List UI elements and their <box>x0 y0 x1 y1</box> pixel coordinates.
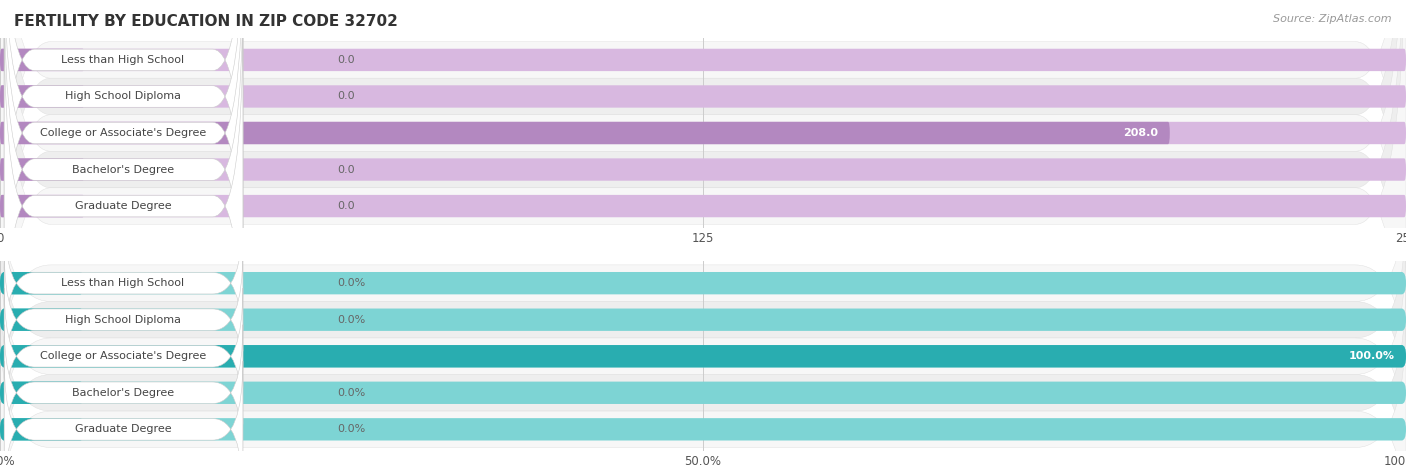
FancyBboxPatch shape <box>0 272 84 294</box>
FancyBboxPatch shape <box>0 418 1406 440</box>
Text: Less than High School: Less than High School <box>62 55 184 65</box>
FancyBboxPatch shape <box>4 215 243 352</box>
Text: 0.0: 0.0 <box>337 92 356 102</box>
FancyBboxPatch shape <box>4 0 243 283</box>
FancyBboxPatch shape <box>0 158 84 180</box>
FancyBboxPatch shape <box>0 243 1406 469</box>
Text: 0.0: 0.0 <box>337 201 356 211</box>
FancyBboxPatch shape <box>0 381 1406 404</box>
FancyBboxPatch shape <box>0 345 1406 368</box>
FancyBboxPatch shape <box>4 252 243 388</box>
FancyBboxPatch shape <box>0 122 1170 144</box>
FancyBboxPatch shape <box>0 272 1406 294</box>
FancyBboxPatch shape <box>0 309 1406 331</box>
FancyBboxPatch shape <box>4 0 243 356</box>
FancyBboxPatch shape <box>4 361 243 475</box>
FancyBboxPatch shape <box>0 86 84 108</box>
Text: Graduate Degree: Graduate Degree <box>75 424 172 434</box>
FancyBboxPatch shape <box>0 195 1406 217</box>
FancyBboxPatch shape <box>4 19 243 393</box>
FancyBboxPatch shape <box>0 381 84 404</box>
Text: 0.0%: 0.0% <box>337 424 366 434</box>
FancyBboxPatch shape <box>0 309 84 331</box>
FancyBboxPatch shape <box>0 158 1406 180</box>
FancyBboxPatch shape <box>0 345 1406 368</box>
FancyBboxPatch shape <box>0 207 1406 433</box>
Text: High School Diploma: High School Diploma <box>65 315 181 325</box>
FancyBboxPatch shape <box>0 195 84 217</box>
Text: College or Associate's Degree: College or Associate's Degree <box>39 128 207 138</box>
Text: 208.0: 208.0 <box>1123 128 1159 138</box>
Text: 100.0%: 100.0% <box>1348 351 1395 361</box>
FancyBboxPatch shape <box>0 49 84 71</box>
FancyBboxPatch shape <box>0 279 1406 475</box>
Text: Graduate Degree: Graduate Degree <box>75 201 172 211</box>
Text: Source: ZipAtlas.com: Source: ZipAtlas.com <box>1274 14 1392 24</box>
FancyBboxPatch shape <box>0 170 1406 397</box>
Text: Bachelor's Degree: Bachelor's Degree <box>72 388 174 398</box>
Text: Less than High School: Less than High School <box>62 278 184 288</box>
FancyBboxPatch shape <box>4 324 243 461</box>
FancyBboxPatch shape <box>4 0 243 320</box>
FancyBboxPatch shape <box>0 122 1406 144</box>
FancyBboxPatch shape <box>0 0 1406 370</box>
FancyBboxPatch shape <box>0 0 1406 407</box>
Text: 0.0%: 0.0% <box>337 278 366 288</box>
Text: FERTILITY BY EDUCATION IN ZIP CODE 32702: FERTILITY BY EDUCATION IN ZIP CODE 32702 <box>14 14 398 29</box>
FancyBboxPatch shape <box>0 0 1406 444</box>
FancyBboxPatch shape <box>0 316 1406 475</box>
Text: 0.0%: 0.0% <box>337 315 366 325</box>
FancyBboxPatch shape <box>4 288 243 424</box>
FancyBboxPatch shape <box>0 418 84 440</box>
Text: 0.0: 0.0 <box>337 55 356 65</box>
FancyBboxPatch shape <box>4 0 243 247</box>
Text: 0.0%: 0.0% <box>337 388 366 398</box>
Text: College or Associate's Degree: College or Associate's Degree <box>39 351 207 361</box>
Text: 0.0: 0.0 <box>337 164 356 174</box>
Text: Bachelor's Degree: Bachelor's Degree <box>72 164 174 174</box>
FancyBboxPatch shape <box>0 86 1406 108</box>
FancyBboxPatch shape <box>0 49 1406 71</box>
Text: High School Diploma: High School Diploma <box>65 92 181 102</box>
